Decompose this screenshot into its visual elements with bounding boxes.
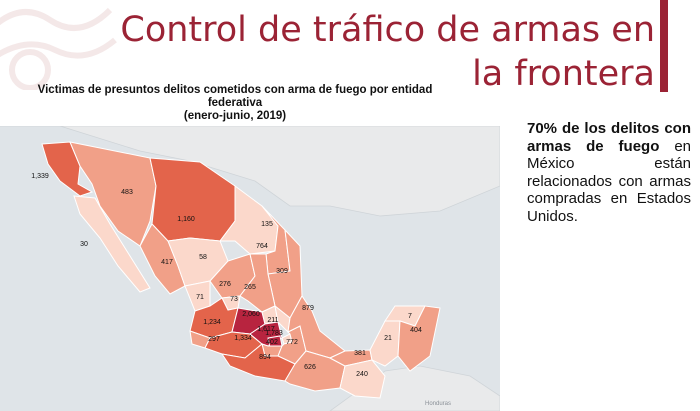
state-value-san-luis-potosi: 265 [244, 284, 256, 291]
highlight-text: 70% de los delitos con armas de fuego en… [527, 120, 691, 225]
state-value-baja-california: 1,339 [31, 173, 49, 180]
state-value-zacatecas: 276 [219, 281, 231, 288]
state-value-oaxaca: 626 [304, 364, 316, 371]
state-value-colima: 297 [208, 336, 220, 343]
state-quintana-roo [397, 305, 441, 372]
state-value-michoacan: 1,334 [234, 335, 252, 342]
map-title: Victimas de presuntos delitos cometidos … [0, 84, 470, 123]
highlight-bold: 70% de los delitos con armas de fuego [527, 120, 691, 155]
state-value-estado-de-mexico: 1,617 [257, 326, 275, 333]
state-value-ciudad-de-mexico: 1,783 [265, 330, 283, 337]
usa-landmass [0, 126, 500, 217]
state-value-quintana-roo: 404 [410, 327, 422, 334]
map-title-line1: Victimas de presuntos delitos cometidos … [37, 84, 433, 96]
state-value-chihuahua: 1,160 [177, 216, 195, 223]
state-value-queretaro: 211 [267, 317, 278, 324]
state-value-aguascalientes: 73 [230, 296, 238, 303]
state-value-tamaulipas: 309 [276, 268, 288, 275]
state-value-puebla: 772 [286, 339, 298, 346]
state-value-campeche: 21 [384, 335, 392, 342]
state-value-sinaloa: 417 [161, 259, 173, 266]
state-value-nayarit: 71 [196, 294, 204, 301]
state-baja-california-sur [73, 195, 151, 293]
accent-bar [660, 0, 668, 92]
state-value-tabasco: 381 [354, 350, 366, 357]
basemap-label-honduras: Honduras [425, 401, 451, 407]
state-value-jalisco: 1,234 [203, 319, 221, 326]
state-value-sonora: 483 [121, 189, 133, 196]
state-guerrero [220, 343, 296, 382]
central-america-landmass [329, 365, 500, 411]
choropleth-map: Honduras 1,339 30 483 1,160 135 764 309 417 58 27… [0, 126, 500, 411]
state-value-coahuila: 135 [261, 221, 273, 228]
highlight-rest: en México están relacionados con armas c… [527, 137, 692, 225]
decorative-pattern [0, 7, 117, 90]
state-value-veracruz: 879 [302, 305, 314, 312]
state-value-guerrero: 894 [259, 354, 271, 361]
state-value-guanajuato: 2,060 [242, 311, 260, 318]
state-value-chiapas: 240 [356, 371, 368, 378]
state-value-durango: 58 [199, 254, 207, 261]
map-title-line2: federativa [207, 97, 263, 109]
page-title: Control de tráfico de armas en la fronte… [120, 10, 655, 94]
state-value-baja-california-sur: 30 [80, 241, 88, 248]
state-value-nuevo-leon: 764 [256, 243, 268, 250]
map-subtitle: (enero-junio, 2019) [183, 110, 287, 122]
state-value-yucatan: 7 [408, 313, 412, 320]
state-value-morelos: 402 [266, 339, 278, 346]
